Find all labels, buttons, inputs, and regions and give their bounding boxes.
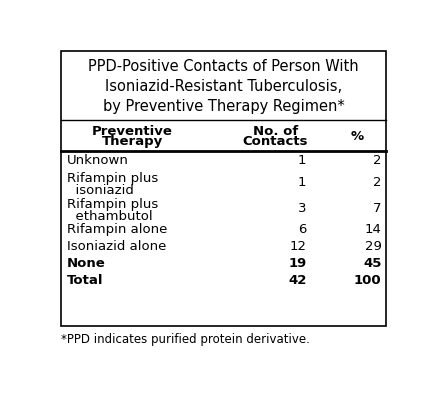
Text: Therapy: Therapy [102, 135, 163, 148]
Text: PPD-Positive Contacts of Person With: PPD-Positive Contacts of Person With [88, 59, 359, 74]
Text: 19: 19 [288, 257, 307, 269]
Text: Total: Total [67, 273, 103, 287]
Text: Isoniazid-Resistant Tuberculosis,: Isoniazid-Resistant Tuberculosis, [105, 79, 342, 94]
Text: by Preventive Therapy Regimen*: by Preventive Therapy Regimen* [102, 99, 344, 114]
Text: 1: 1 [298, 154, 307, 167]
Text: 7: 7 [373, 201, 382, 215]
Text: Rifampin plus: Rifampin plus [67, 198, 158, 211]
Text: Contacts: Contacts [242, 135, 308, 148]
Text: isoniazid: isoniazid [67, 183, 134, 196]
Text: ethambutol: ethambutol [67, 209, 153, 223]
Text: 3: 3 [298, 201, 307, 215]
Text: 45: 45 [363, 257, 382, 269]
Text: 2: 2 [373, 154, 382, 167]
Text: 2: 2 [373, 175, 382, 188]
Text: Unknown: Unknown [67, 154, 129, 167]
Text: 100: 100 [354, 273, 382, 287]
Text: No. of: No. of [253, 125, 298, 138]
Text: Isoniazid alone: Isoniazid alone [67, 240, 166, 253]
Text: 12: 12 [290, 240, 307, 253]
Text: 1: 1 [298, 175, 307, 188]
Text: Rifampin plus: Rifampin plus [67, 172, 158, 185]
Text: *PPD indicates purified protein derivative.: *PPD indicates purified protein derivati… [61, 332, 310, 345]
Text: %: % [350, 130, 363, 142]
Text: 6: 6 [298, 223, 307, 236]
Text: 29: 29 [364, 240, 382, 253]
Text: Rifampin alone: Rifampin alone [67, 223, 167, 236]
Text: 42: 42 [288, 273, 307, 287]
Text: None: None [67, 257, 106, 269]
Text: 14: 14 [364, 223, 382, 236]
Bar [61, 52, 386, 326]
Text: Preventive: Preventive [92, 125, 172, 138]
